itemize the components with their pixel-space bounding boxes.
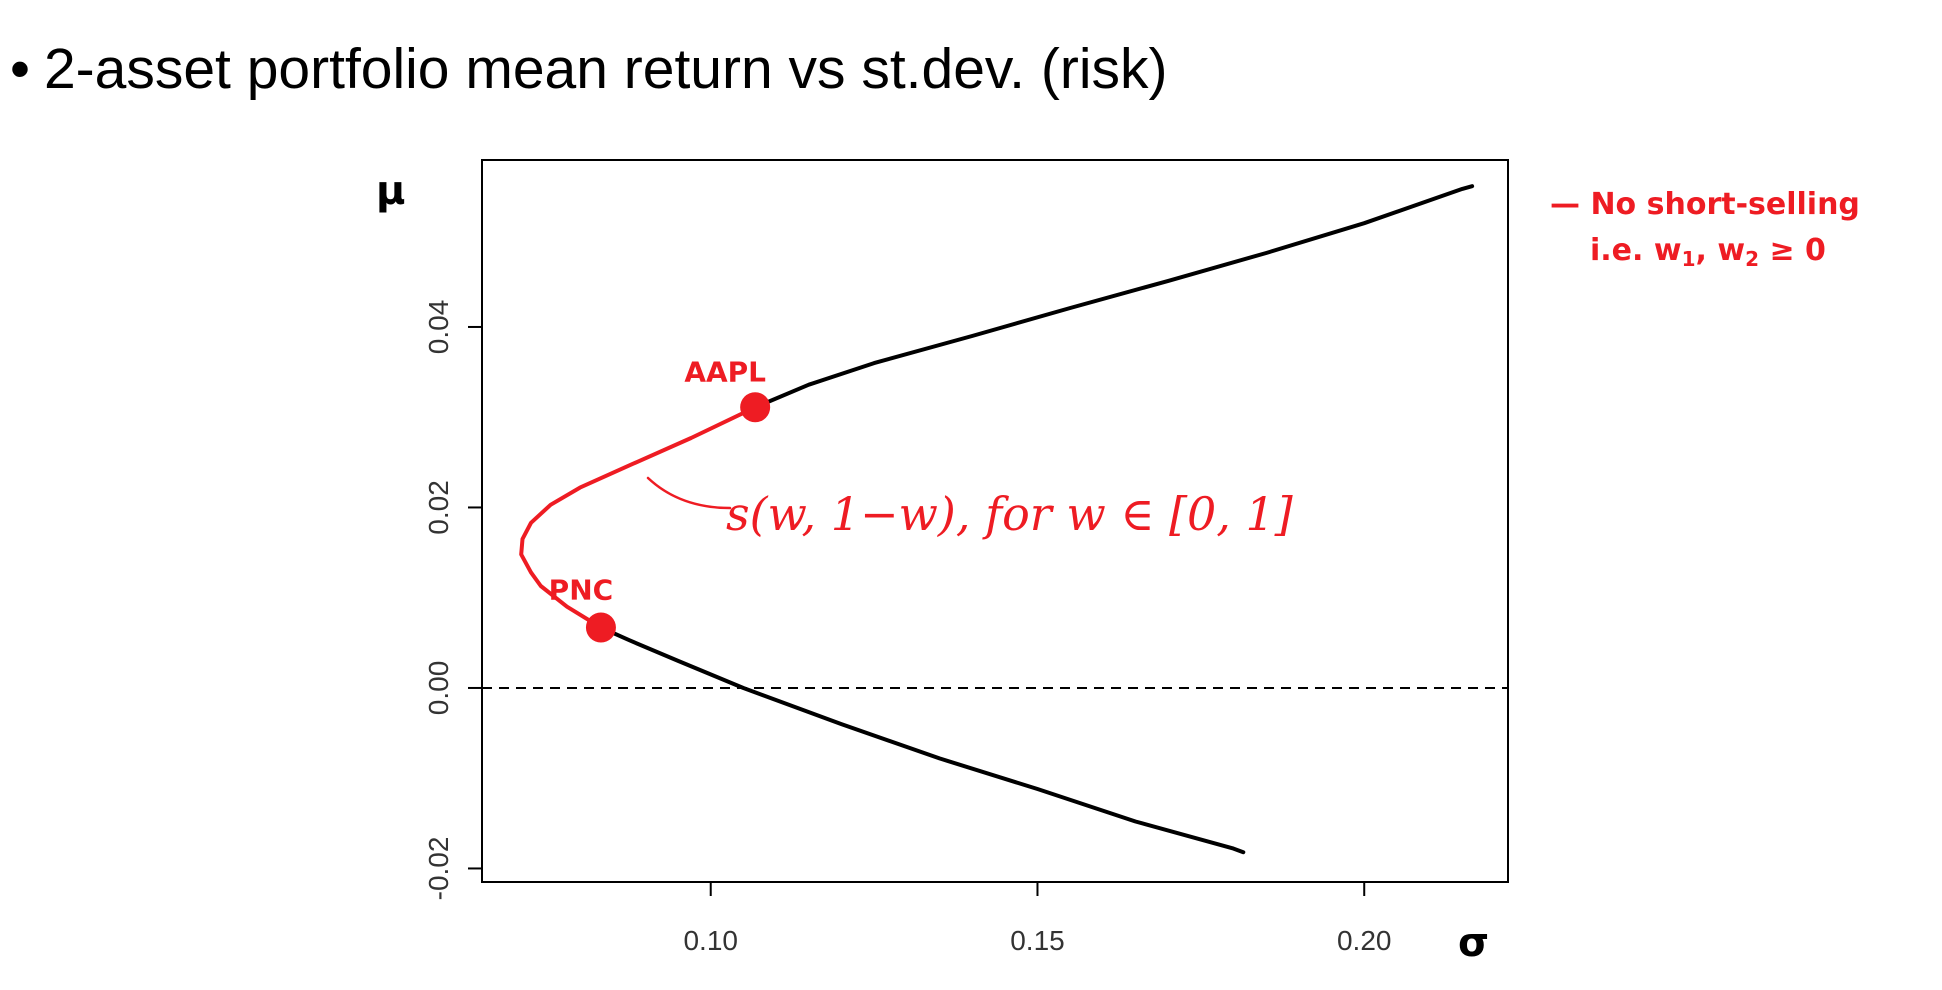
frontier-segment (598, 625, 1246, 855)
note-line-1: — No short-selling (1550, 182, 1860, 228)
note-line-2-prefix: i.e. w (1590, 233, 1682, 268)
slide-title: • 2-asset portfolio mean return vs st.dev… (10, 36, 1167, 102)
asset-point-pnc (585, 612, 616, 643)
x-tick-label: 0.15 (1010, 925, 1065, 956)
note-line-2-suffix: ≥ 0 (1759, 233, 1826, 268)
y-axis-label: μ (376, 168, 405, 214)
annotation-pointer (646, 476, 732, 510)
axes-layer: 0.10 0.15 0.20 -0.02 0.00 0.02 0.04 μ σ (376, 168, 1489, 966)
y-tick-label: 0.02 (423, 480, 454, 535)
note-line-2: i.e. w1, w2 ≥ 0 (1550, 228, 1860, 282)
note-line-2-sep: , w (1695, 233, 1746, 268)
frontier-segment-no-short (519, 405, 758, 630)
y-tick-label: -0.02 (423, 837, 454, 901)
slide-title-text: 2-asset portfolio mean return vs st.dev.… (43, 37, 1168, 101)
bullet-dot: • (10, 37, 30, 101)
asset-point-aapl (740, 392, 771, 423)
x-tick-label: 0.20 (1337, 925, 1392, 956)
x-axis-label: σ (1458, 920, 1489, 966)
constraint-note: — No short-selling i.e. w1, w2 ≥ 0 (1550, 182, 1860, 282)
x-tick-label: 0.10 (683, 925, 738, 956)
note-sub-1: 1 (1681, 247, 1696, 271)
frontier-segment (753, 184, 1475, 410)
annotation-layer: s(w, 1−w), for w ∈ [0, 1] (646, 476, 1293, 541)
y-tick-label: 0.00 (423, 661, 454, 716)
series-layer (519, 184, 1475, 855)
points-layer: AAPL PNC (549, 355, 771, 643)
note-line-1-text: No short-selling (1590, 187, 1860, 222)
asset-label-aapl: AAPL (684, 355, 766, 388)
asset-label-pnc: PNC (549, 573, 614, 606)
y-tick-label: 0.04 (423, 300, 454, 355)
annotation-text: s(w, 1−w), for w ∈ [0, 1] (726, 487, 1293, 541)
note-sub-2: 2 (1745, 247, 1759, 271)
note-dash: — (1550, 187, 1580, 222)
